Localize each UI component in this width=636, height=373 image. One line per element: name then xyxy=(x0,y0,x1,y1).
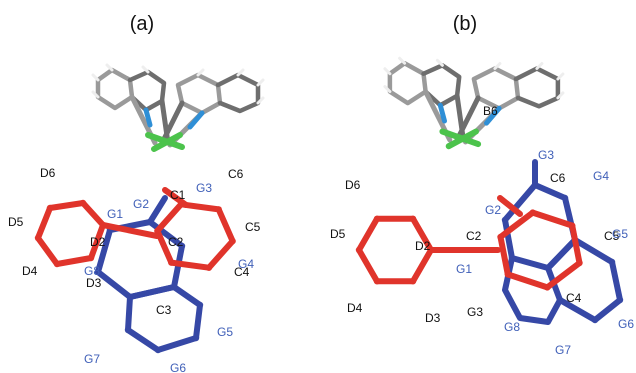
blue-phenyl-ring-atom xyxy=(592,317,598,323)
hydrogen-bond xyxy=(107,65,112,70)
hydrogen-bond xyxy=(258,80,263,85)
blue-phenyl-ring-atom xyxy=(127,294,133,300)
red-phenyl-ring-atom xyxy=(168,259,174,265)
hydrogen-bond xyxy=(537,64,542,69)
atom-label-a-g8: G8 xyxy=(84,264,100,278)
atom-label-b-d6: D6 xyxy=(345,178,361,192)
framework-ring xyxy=(218,75,258,111)
atom-label-a-d3: D3 xyxy=(86,276,102,290)
framework-ring xyxy=(390,63,426,103)
red-phenyl-ring xyxy=(38,203,103,264)
atom-label-b-g1: G1 xyxy=(456,262,472,276)
atom-label-a-c1: C1 xyxy=(170,188,186,202)
blue-phenyl-ring-atom xyxy=(562,195,568,201)
atom-label-a-c2: C2 xyxy=(168,235,184,249)
panel-label-b: (b) xyxy=(453,13,477,35)
framework-ring xyxy=(474,69,518,109)
blue-phenyl-ring-atom xyxy=(617,297,623,303)
atom-label-b-c4: C4 xyxy=(566,291,582,305)
atom-label-b-d2: D2 xyxy=(415,239,431,253)
atom-label-a-g7: G7 xyxy=(84,352,100,366)
atom-label-a-d5: D5 xyxy=(8,215,24,229)
atom-label-a-g5: G5 xyxy=(217,325,233,339)
atom-label-b-g5: G5 xyxy=(612,227,628,241)
atom-label-b-g6: G6 xyxy=(618,317,634,331)
hydrogen-bond xyxy=(495,64,500,69)
red-phenyl-ring-atom xyxy=(356,247,362,253)
blue-phenyl-ring xyxy=(128,287,200,350)
blue-phenyl-ring-atom xyxy=(502,217,508,223)
atom-label-b-g8: G8 xyxy=(504,320,520,334)
atom-label-b-g4: G4 xyxy=(593,169,609,183)
red-phenyl-ring-atom xyxy=(497,234,503,240)
framework-ring xyxy=(98,70,132,108)
red-phenyl-ring-atom xyxy=(530,209,536,215)
atom-label-a-d4: D4 xyxy=(22,264,38,278)
red-phenyl-ring-atom xyxy=(80,200,86,206)
hydrogen-bond xyxy=(385,69,390,74)
red-phenyl-ring-atom xyxy=(569,222,575,228)
blue-phenyl-ring-atom xyxy=(545,265,551,271)
red-phenyl-ring-atom xyxy=(374,278,380,284)
hydrogen-bond xyxy=(558,74,563,79)
red-phenyl-ring-atom xyxy=(505,271,511,277)
blue-phenyl-ring-atom xyxy=(197,302,203,308)
atom-label-b-g2: G2 xyxy=(485,203,501,217)
hydrogen-bond xyxy=(238,70,243,75)
atom-label-a-d6: D6 xyxy=(40,166,56,180)
atom-label-a-c5: C5 xyxy=(245,220,261,234)
red-phenyl-ring-atom xyxy=(374,216,380,222)
hydrogen-bond xyxy=(198,70,203,75)
atom-label-a-g3: G3 xyxy=(196,181,212,195)
atom-label-a-g4: G4 xyxy=(238,257,254,271)
hydrogen-bond xyxy=(400,58,405,63)
atom-label-b-c2: C2 xyxy=(466,229,482,243)
blue-phenyl-ring-atom xyxy=(609,259,615,265)
hydrogen-bond xyxy=(143,67,148,72)
red-phenyl-ring-atom xyxy=(216,206,222,212)
atom-label-b-d4: D4 xyxy=(347,301,363,315)
hydrogen-bond xyxy=(437,60,442,65)
blue-phenyl-ring-atom xyxy=(125,327,131,333)
blue-bond xyxy=(150,198,165,222)
atom-label-a-g6: G6 xyxy=(170,361,186,373)
hydrogen-bond xyxy=(93,75,98,80)
blue-phenyl-ring-atom xyxy=(155,347,161,353)
framework-ring xyxy=(516,69,558,107)
atom-label-b-d3: D3 xyxy=(425,311,441,325)
red-phenyl-ring-atom xyxy=(206,265,212,271)
atom-label-a-g1: G1 xyxy=(107,207,123,221)
red-phenyl-ring-atom xyxy=(47,205,53,211)
red-phenyl-ring-atom xyxy=(544,284,550,290)
atom-label-b-b6: B6 xyxy=(483,104,498,118)
blue-phenyl-ring-atom xyxy=(171,284,177,290)
framework-ring xyxy=(178,75,220,113)
atom-label-b-g3: G3 xyxy=(538,148,554,162)
red-phenyl-ring-atom xyxy=(88,255,94,261)
red-phenyl-ring-atom xyxy=(576,260,582,266)
red-phenyl-ring-atom xyxy=(54,261,60,267)
blue-phenyl-ring-atom xyxy=(193,335,199,341)
atom-label-a-g2: G2 xyxy=(133,197,149,211)
atom-label-a-d2: D2 xyxy=(90,235,106,249)
panel-label-a: (a) xyxy=(130,13,154,35)
atom-label-a-c6: C6 xyxy=(228,167,244,181)
atom-label-b-g7: G7 xyxy=(555,343,571,357)
red-phenyl-ring-atom xyxy=(410,278,416,284)
red-phenyl-ring-atom xyxy=(229,238,235,244)
red-phenyl-ring-atom xyxy=(410,216,416,222)
atom-label-a-c3: C3 xyxy=(156,303,172,317)
red-phenyl-ring-atom xyxy=(35,235,41,241)
atom-label-b-c6: C6 xyxy=(550,171,566,185)
atom-label-b-g3: G3 xyxy=(467,305,483,319)
atom-label-b-d5: D5 xyxy=(330,227,346,241)
